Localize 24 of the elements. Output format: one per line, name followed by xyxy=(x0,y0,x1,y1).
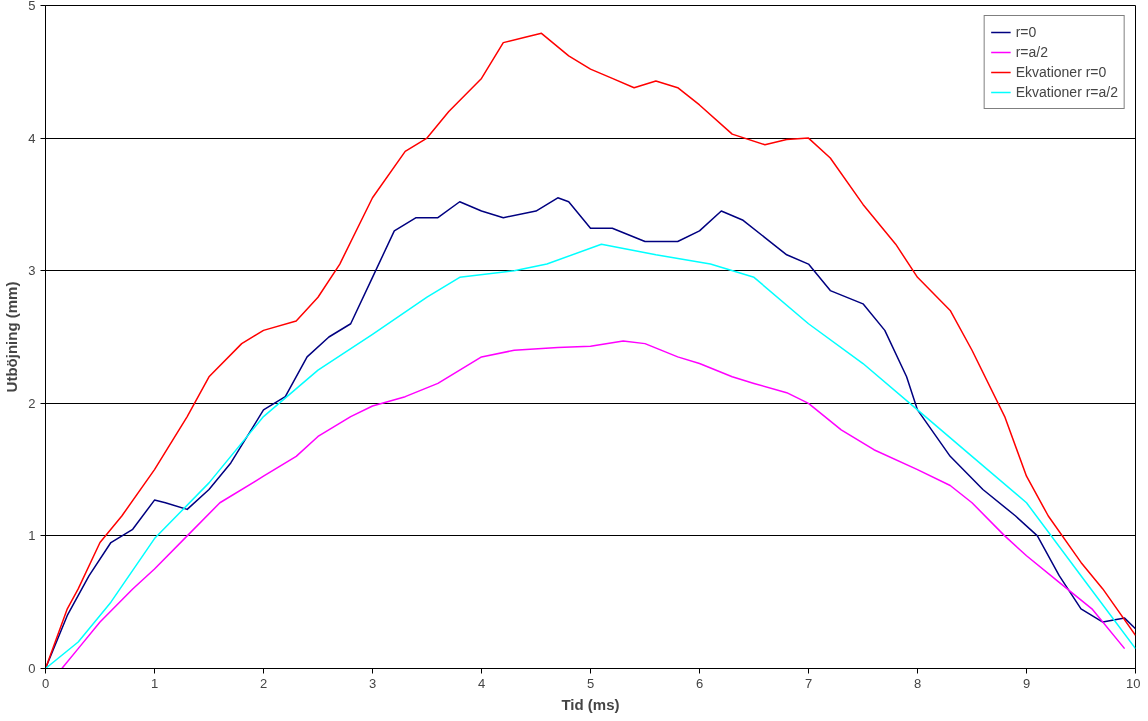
x-tick-label: 5 xyxy=(586,675,595,691)
y-tick-label: 1 xyxy=(28,528,36,544)
x-axis-title: Tid (ms) xyxy=(561,695,620,713)
x-tick-label: 3 xyxy=(368,675,377,691)
x-tick-label: 0 xyxy=(41,675,50,691)
x-tick-label: 7 xyxy=(804,675,813,691)
legend-label: r=a/2 xyxy=(1015,44,1048,60)
x-tick-label: 1 xyxy=(150,675,159,691)
y-tick-label: 5 xyxy=(28,0,36,13)
legend-label: Ekvationer r=0 xyxy=(1015,64,1107,80)
x-tick-label: 2 xyxy=(259,675,268,691)
legend-label: Ekvationer r=a/2 xyxy=(1015,84,1118,100)
x-tick-label: 6 xyxy=(695,675,704,691)
y-tick-label: 0 xyxy=(28,661,36,676)
x-tick-label: 8 xyxy=(913,675,922,691)
y-axis-title: Utböjning (mm) xyxy=(3,281,21,393)
y-tick-label: 3 xyxy=(28,263,36,279)
y-tick-label: 4 xyxy=(28,130,36,146)
x-tick-label: 10 xyxy=(1126,675,1141,691)
x-tick-label: 9 xyxy=(1022,675,1031,691)
y-tick-label: 2 xyxy=(28,395,36,411)
legend-label: r=0 xyxy=(1015,24,1037,40)
x-tick-label: 4 xyxy=(477,675,486,691)
line-series xyxy=(61,340,1126,669)
